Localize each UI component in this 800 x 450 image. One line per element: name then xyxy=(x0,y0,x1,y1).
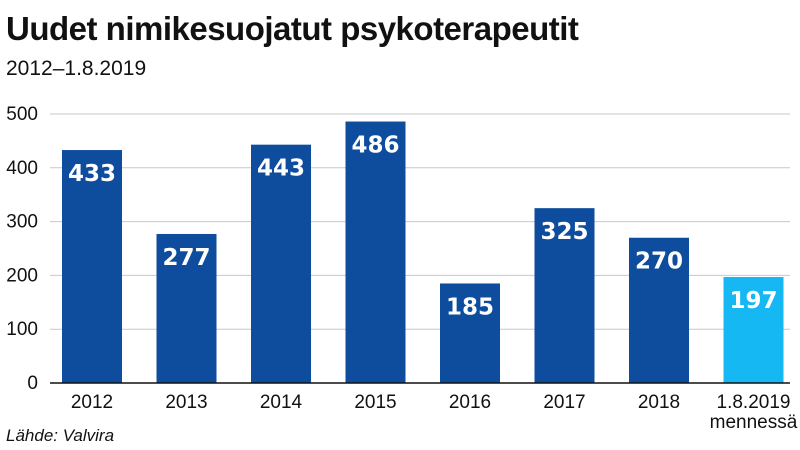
y-axis: 0 100 200 300 400 500 xyxy=(6,104,38,394)
bar xyxy=(440,283,500,383)
y-tick-label: 500 xyxy=(6,104,38,125)
bar xyxy=(534,208,595,383)
x-tick-label: 2012 xyxy=(71,392,113,413)
x-tick-label: 2017 xyxy=(543,392,585,413)
bar xyxy=(723,277,784,383)
bar-value-label: 197 xyxy=(729,288,777,314)
chart-subtitle: 2012–1.8.2019 xyxy=(6,57,147,80)
x-axis: 2012 2013 2014 2015 2016 2017 2018 1.8.2019menn… xyxy=(71,392,798,433)
y-tick-label: 400 xyxy=(6,158,38,179)
bar-value-label: 443 xyxy=(257,156,305,182)
chart-title: Uudet nimikesuojatut psykoterapeutit xyxy=(6,10,579,47)
bar xyxy=(251,144,311,383)
bar-value-label: 185 xyxy=(446,294,494,320)
bar-value-label: 277 xyxy=(162,245,210,271)
y-tick-label: 300 xyxy=(6,212,38,233)
source-note: Lähde: Valvira xyxy=(6,426,115,445)
bar xyxy=(156,233,217,383)
bar-value-label: 433 xyxy=(68,161,116,187)
x-tick-label: mennessä xyxy=(710,412,798,433)
bar xyxy=(629,237,689,383)
bar-value-label: 325 xyxy=(540,219,588,245)
x-tick-label: 2015 xyxy=(354,392,396,413)
bar-value-label: 486 xyxy=(351,133,399,159)
bar-value-label: 270 xyxy=(635,249,683,275)
y-tick-label: 100 xyxy=(6,319,38,340)
bars xyxy=(62,121,784,384)
x-tick-label: 1.8.2019 xyxy=(717,392,791,413)
x-tick-label: 2014 xyxy=(260,392,303,413)
data-labels: 433 277 443 486 185 325 270 197 xyxy=(68,133,778,321)
x-tick-label: 2016 xyxy=(449,392,491,413)
x-tick-label: 2013 xyxy=(165,392,207,413)
bar xyxy=(62,150,122,383)
y-tick-label: 0 xyxy=(27,373,38,394)
x-tick-label: 2018 xyxy=(638,392,680,413)
bar xyxy=(345,121,406,384)
y-tick-label: 200 xyxy=(6,265,38,286)
